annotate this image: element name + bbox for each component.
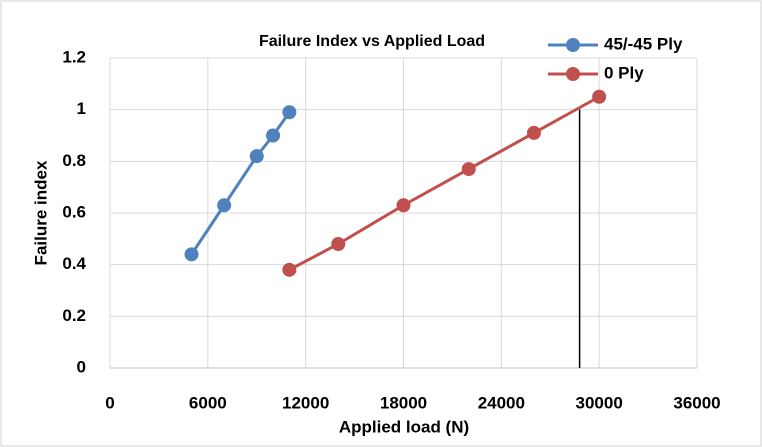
x-tick-label: 24000 bbox=[478, 393, 525, 412]
x-tick-label: 6000 bbox=[189, 393, 227, 412]
y-tick-label: 0 bbox=[77, 357, 86, 376]
data-point bbox=[592, 89, 607, 104]
data-point bbox=[184, 247, 199, 262]
y-tick-label: 0.2 bbox=[62, 306, 86, 325]
y-axis-label: Failure index bbox=[31, 160, 50, 265]
data-point bbox=[217, 198, 232, 213]
series-line bbox=[288, 95, 600, 272]
x-axis-label: Applied load (N) bbox=[339, 417, 469, 436]
x-tick-label: 12000 bbox=[282, 393, 329, 412]
data-point bbox=[249, 149, 264, 164]
legend-marker bbox=[566, 38, 580, 52]
x-tick-label: 0 bbox=[105, 393, 114, 412]
x-tick-label: 18000 bbox=[380, 393, 427, 412]
legend-label: 0 Ply bbox=[604, 63, 644, 82]
legend-label: 45/-45 Ply bbox=[604, 34, 683, 53]
data-point bbox=[266, 128, 281, 143]
chart-title: Failure Index vs Applied Load bbox=[259, 33, 485, 50]
x-tick-label: 36000 bbox=[673, 393, 720, 412]
y-tick-label: 0.4 bbox=[62, 254, 86, 273]
data-point bbox=[461, 162, 476, 177]
data-point bbox=[282, 105, 297, 120]
y-tick-label: 0.6 bbox=[62, 202, 86, 221]
y-tick-label: 1 bbox=[77, 99, 86, 118]
legend-marker bbox=[566, 67, 580, 81]
data-point bbox=[331, 237, 346, 251]
y-tick-label: 0.8 bbox=[62, 151, 86, 170]
data-point bbox=[282, 262, 297, 277]
data-point bbox=[396, 198, 411, 213]
y-tick-label: 1.2 bbox=[62, 47, 86, 66]
x-tick-label: 30000 bbox=[576, 393, 623, 412]
data-point bbox=[526, 125, 541, 140]
